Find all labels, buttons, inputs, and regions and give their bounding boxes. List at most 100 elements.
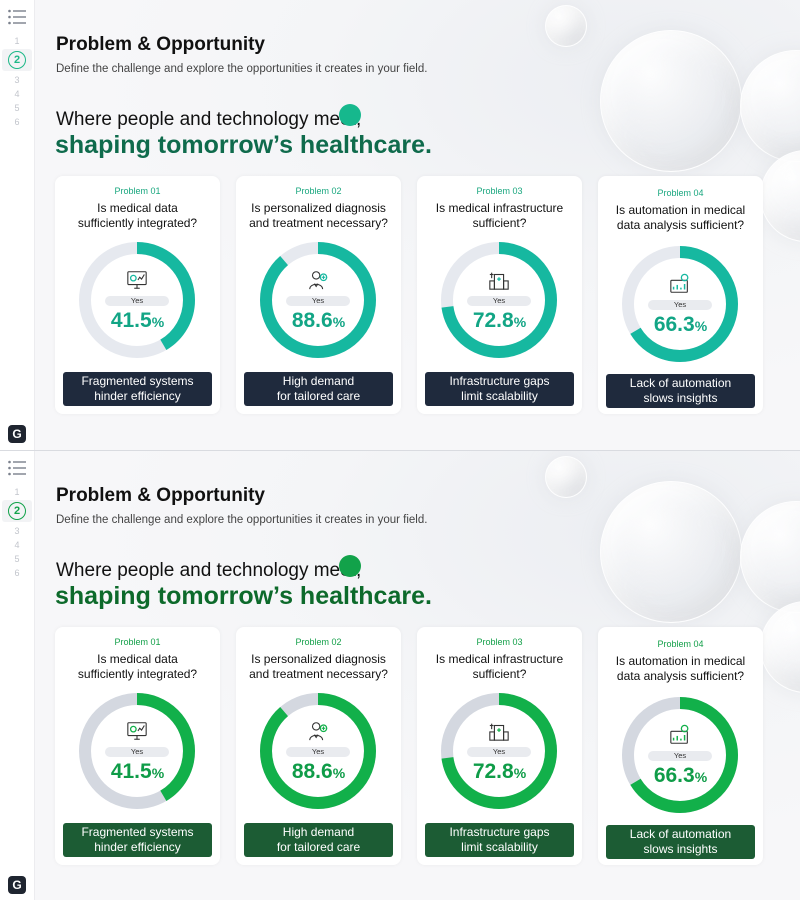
problem-summary-box: Infrastructure gaps limit scalability: [425, 823, 574, 857]
problem-card: Problem 01 Is medical data sufficiently i…: [55, 176, 220, 414]
donut-gauge: [441, 242, 557, 358]
bubble-decoration: [545, 5, 587, 47]
accent-dot: [339, 555, 361, 577]
gauge-progress: [441, 693, 557, 809]
percent-unit: %: [332, 765, 346, 781]
menu-list-icon[interactable]: [7, 8, 27, 26]
yes-pill: Yes: [648, 300, 712, 310]
page-thumb-4[interactable]: 4: [14, 89, 20, 99]
monitor-chart-icon: [127, 271, 147, 289]
doctor-icon: [309, 271, 328, 290]
percent-number: 72.8: [472, 309, 514, 332]
page-thumb-3[interactable]: 3: [14, 75, 20, 85]
gauge-progress: [622, 697, 738, 813]
current-page-indicator[interactable]: 2: [8, 502, 26, 520]
problem-question: Is medical data sufficiently integrated?: [77, 201, 198, 230]
gauge-progress: [79, 242, 195, 358]
problem-card: Problem 02 Is personalized diagnosis and …: [236, 627, 401, 865]
page-thumb-6[interactable]: 6: [14, 117, 20, 127]
problem-label: Problem 03: [476, 186, 523, 196]
percent-unit: %: [151, 314, 165, 330]
sidebar: 1 2 3 4 5 6 G: [0, 0, 35, 450]
slide-teal: 1 2 3 4 5 6 G Problem & Opportunity Defi…: [0, 0, 800, 450]
problem-card: Problem 03 Is medical infrastructure suff…: [417, 627, 582, 865]
donut-gauge: [622, 246, 738, 362]
percent-number: 66.3: [653, 313, 695, 336]
problem-question: Is automation in medical data analysis s…: [615, 654, 746, 683]
sidebar: 1 2 3 4 5 6 G: [0, 451, 35, 900]
hospital-icon: [489, 272, 509, 290]
problem-card: Problem 04 Is automation in medical data …: [598, 627, 763, 865]
yes-pill: Yes: [467, 747, 531, 757]
problem-card: Problem 03 Is medical infrastructure suff…: [417, 176, 582, 414]
yes-pill: Yes: [286, 296, 350, 306]
problem-question: Is personalized diagnosis and treatment …: [249, 201, 388, 230]
problem-label: Problem 01: [114, 186, 161, 196]
yes-pill: Yes: [105, 296, 169, 306]
page-thumb-5[interactable]: 5: [14, 103, 20, 113]
page-title: Problem & Opportunity: [56, 485, 265, 506]
page-thumb-5[interactable]: 5: [14, 554, 20, 564]
automation-chart-icon: [670, 273, 689, 293]
percent-unit: %: [513, 314, 527, 330]
doctor-icon: [309, 722, 328, 741]
problem-summary-box: High demand for tailored care: [244, 823, 393, 857]
problem-question: Is medical infrastructure sufficient?: [435, 201, 564, 230]
percent-value: 88.6%: [236, 309, 401, 333]
accent-dot: [339, 104, 361, 126]
page-thumb-1[interactable]: 1: [14, 36, 20, 46]
percent-number: 41.5: [110, 760, 152, 783]
percent-unit: %: [151, 765, 165, 781]
percent-number: 66.3: [653, 764, 695, 787]
page-thumb-3[interactable]: 3: [14, 526, 20, 536]
percent-unit: %: [513, 765, 527, 781]
problem-label: Problem 02: [295, 186, 342, 196]
page-thumb-1[interactable]: 1: [14, 487, 20, 497]
problem-label: Problem 03: [476, 637, 523, 647]
problem-question: Is personalized diagnosis and treatment …: [249, 652, 388, 681]
yes-pill: Yes: [467, 296, 531, 306]
percent-value: 88.6%: [236, 760, 401, 784]
page-thumb-6[interactable]: 6: [14, 568, 20, 578]
headline-line1: Where people and technology meet,: [56, 560, 362, 581]
bubble-decoration: [545, 456, 587, 498]
menu-list-icon[interactable]: [7, 459, 27, 477]
automation-chart-icon: [670, 724, 689, 744]
problem-card: Problem 04 Is automation in medical data …: [598, 176, 763, 414]
problem-card: Problem 02 Is personalized diagnosis and …: [236, 176, 401, 414]
problem-label: Problem 04: [657, 188, 704, 198]
problem-question: Is automation in medical data analysis s…: [615, 203, 746, 232]
current-page-indicator[interactable]: 2: [8, 51, 26, 69]
donut-gauge: [79, 693, 195, 809]
page-thumb-4[interactable]: 4: [14, 540, 20, 550]
percent-unit: %: [332, 314, 346, 330]
problem-question: Is medical data sufficiently integrated?: [77, 652, 198, 681]
gauge-progress: [622, 246, 738, 362]
headline-line1: Where people and technology meet,: [56, 109, 362, 130]
gauge-progress: [260, 242, 376, 358]
problem-label: Problem 02: [295, 637, 342, 647]
percent-value: 41.5%: [55, 760, 220, 784]
donut-gauge: [622, 697, 738, 813]
percent-value: 72.8%: [417, 309, 582, 333]
percent-unit: %: [694, 318, 708, 334]
percent-value: 66.3%: [598, 313, 763, 337]
problem-summary-box: Fragmented systems hinder efficiency: [63, 823, 212, 857]
page-title: Problem & Opportunity: [56, 34, 265, 55]
donut-gauge: [260, 242, 376, 358]
percent-value: 41.5%: [55, 309, 220, 333]
gauge-progress: [260, 693, 376, 809]
problem-card: Problem 01 Is medical data sufficiently i…: [55, 627, 220, 865]
app-logo[interactable]: G: [8, 876, 26, 894]
problem-question: Is medical infrastructure sufficient?: [435, 652, 564, 681]
monitor-chart-icon: [127, 722, 147, 740]
page-subtitle: Define the challenge and explore the opp…: [56, 63, 428, 75]
slide-green: 1 2 3 4 5 6 G Problem & Opportunity Defi…: [0, 450, 800, 900]
percent-number: 72.8: [472, 760, 514, 783]
problem-summary-box: Infrastructure gaps limit scalability: [425, 372, 574, 406]
bubble-decoration: [600, 481, 742, 623]
app-logo[interactable]: G: [8, 425, 26, 443]
bubble-decoration: [600, 30, 742, 172]
donut-gauge: [260, 693, 376, 809]
problem-label: Problem 01: [114, 637, 161, 647]
